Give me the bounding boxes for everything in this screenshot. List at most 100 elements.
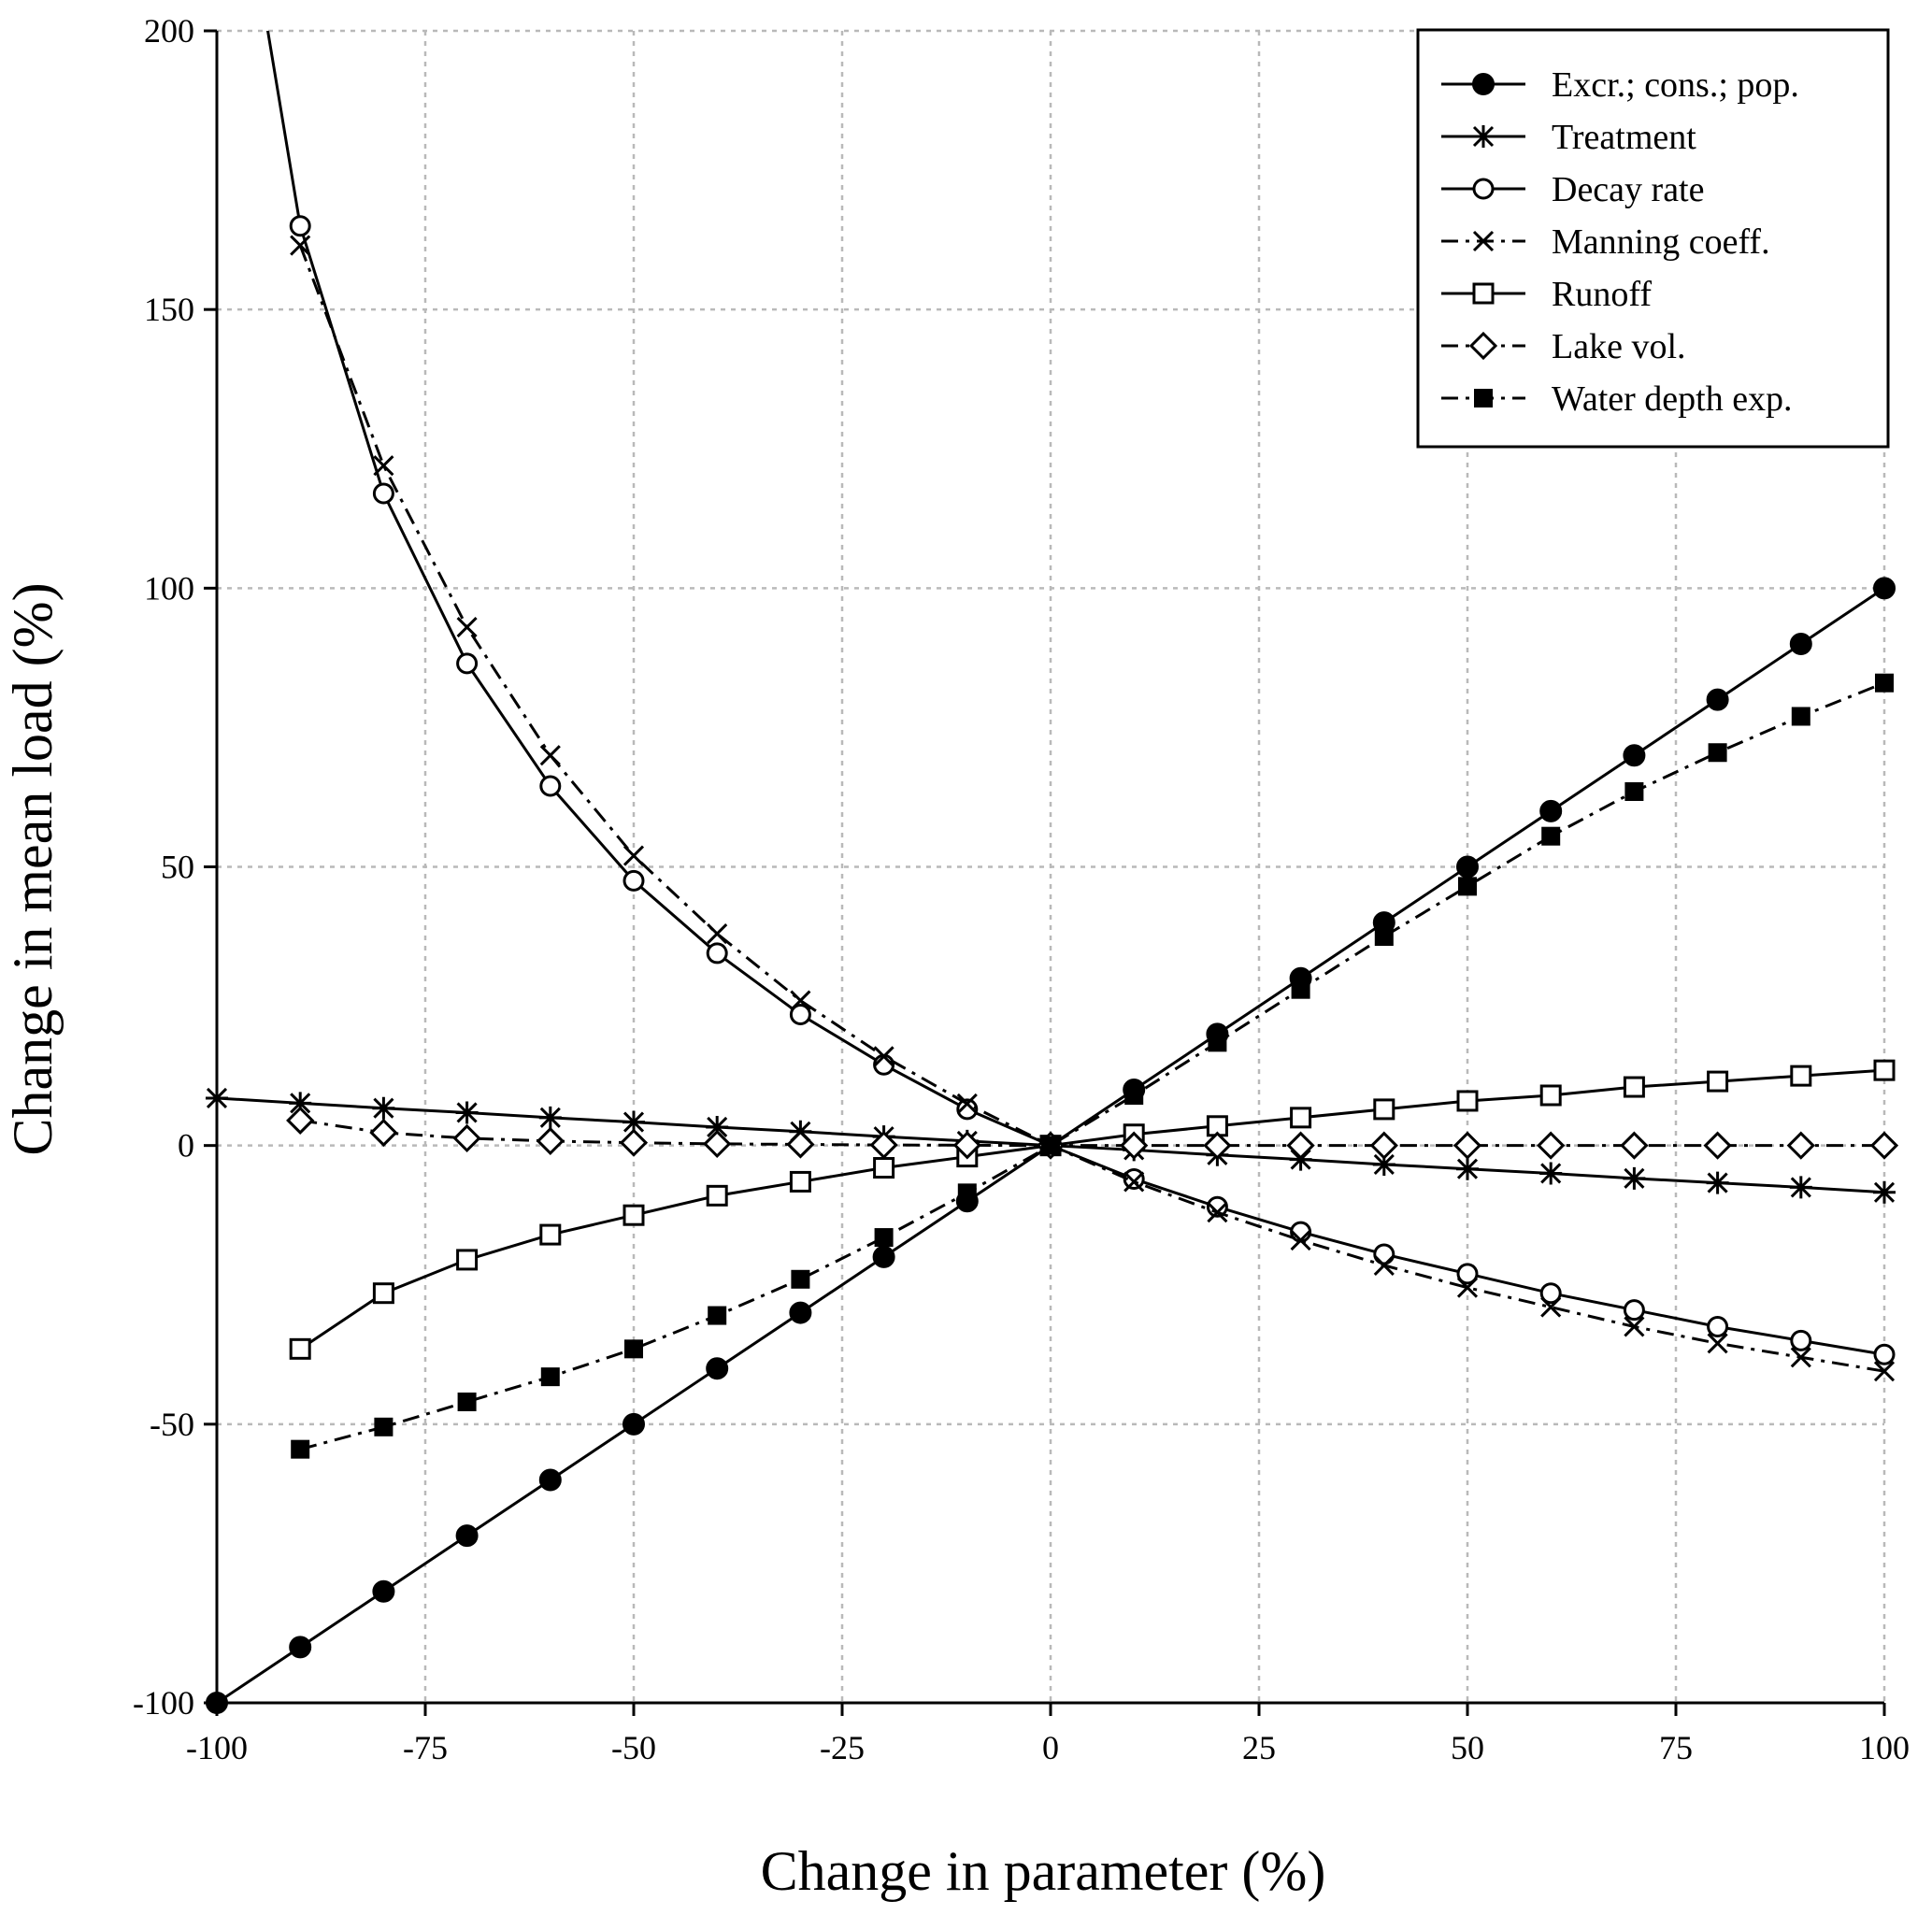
series-line (298, 245, 1884, 1373)
data-point (624, 1339, 643, 1359)
legend-box (1416, 28, 1890, 449)
data-point (289, 215, 311, 237)
x-tick-label: 50 (1451, 1729, 1484, 1766)
data-point (623, 845, 645, 866)
data-point (291, 1439, 310, 1459)
legend-marker (1472, 125, 1495, 148)
x-tick-label: -100 (186, 1729, 248, 1766)
legend-marker (1474, 389, 1493, 407)
data-point (1456, 1090, 1479, 1112)
data-point (1207, 1202, 1228, 1223)
data-point (786, 1130, 815, 1159)
data-point (1456, 1263, 1479, 1285)
legend-label: Treatment (1552, 118, 1696, 157)
x-tick-label: -50 (611, 1729, 656, 1766)
data-point (1873, 1059, 1896, 1081)
data-series (206, 31, 1899, 1714)
legend-item: Water depth exp. (1441, 379, 1793, 419)
legend-item: Manning coeff. (1441, 222, 1770, 262)
data-point (456, 617, 478, 638)
data-point (1123, 1171, 1145, 1193)
data-point (1790, 1065, 1812, 1087)
data-point (1707, 1333, 1728, 1354)
data-point (1539, 1084, 1562, 1107)
data-point (789, 1004, 811, 1026)
legend-label: Water depth exp. (1552, 379, 1793, 419)
y-tick-label: 0 (178, 1127, 194, 1165)
data-point (289, 1092, 312, 1115)
series-line (299, 1068, 1884, 1351)
series-line (299, 681, 1884, 1451)
legend-label: Manning coeff. (1552, 222, 1770, 262)
data-point (706, 1357, 729, 1380)
data-point (1453, 1131, 1482, 1160)
data-point (1786, 1131, 1815, 1160)
data-point (1703, 1131, 1732, 1160)
data-point (1707, 1070, 1729, 1093)
data-point (1624, 781, 1644, 801)
data-point (1873, 577, 1896, 600)
data-point (706, 1115, 729, 1138)
y-tick-label: -50 (150, 1406, 194, 1443)
legend-marker (1472, 73, 1495, 95)
data-point (1541, 826, 1561, 846)
data-point (1373, 1254, 1395, 1276)
data-point (538, 1468, 562, 1492)
data-point (1623, 1076, 1645, 1098)
data-point (455, 1101, 479, 1124)
data-point (1708, 743, 1727, 763)
data-point (1540, 1296, 1562, 1318)
data-point (874, 1228, 894, 1248)
data-point (1873, 1361, 1896, 1382)
data-point (1791, 707, 1810, 726)
data-point (1707, 1315, 1729, 1337)
legend-marker (1468, 331, 1498, 361)
data-point (1537, 1131, 1566, 1160)
data-point (1290, 1229, 1311, 1251)
y-axis-title: Change in mean load (%) (2, 582, 64, 1155)
data-point (372, 1579, 395, 1603)
data-point (869, 1130, 898, 1160)
data-point (455, 1524, 479, 1548)
data-point (1456, 855, 1479, 879)
data-point (374, 1417, 394, 1436)
data-point (286, 1106, 315, 1135)
legend-item: Lake vol. (1441, 327, 1686, 366)
data-point (1456, 1277, 1479, 1298)
data-point (623, 869, 645, 892)
data-point (706, 942, 728, 965)
legend-label: Lake vol. (1552, 327, 1686, 366)
data-point (1120, 1131, 1149, 1160)
data-point (1290, 1107, 1312, 1129)
data-point (289, 1337, 311, 1360)
data-point (1623, 1166, 1646, 1190)
y-tick-label: 200 (144, 12, 194, 50)
x-axis-title: Change in parameter (%) (761, 1840, 1326, 1902)
data-point (1790, 1347, 1811, 1368)
legend-label: Decay rate (1552, 170, 1705, 209)
x-tick-label: -75 (403, 1729, 448, 1766)
data-point (1373, 1098, 1395, 1121)
data-point (539, 745, 561, 766)
data-point (452, 1123, 481, 1153)
data-point (1458, 877, 1477, 896)
data-point (1372, 1152, 1395, 1176)
legend-marker (1472, 230, 1495, 252)
y-tick-label: 100 (144, 569, 194, 607)
data-point (703, 1129, 732, 1158)
data-point (1790, 1329, 1812, 1351)
data-point (1789, 632, 1812, 655)
data-point (289, 1636, 312, 1659)
data-point (1706, 688, 1729, 711)
data-point (872, 1245, 895, 1268)
data-point (790, 990, 811, 1011)
data-point (1286, 1131, 1315, 1160)
data-point (457, 1392, 477, 1411)
data-point (1875, 673, 1894, 693)
data-point (206, 1086, 228, 1109)
legend-item: Runoff (1441, 275, 1652, 314)
x-tick-label: -25 (820, 1729, 865, 1766)
data-point (957, 1183, 977, 1203)
data-point (619, 1128, 649, 1157)
